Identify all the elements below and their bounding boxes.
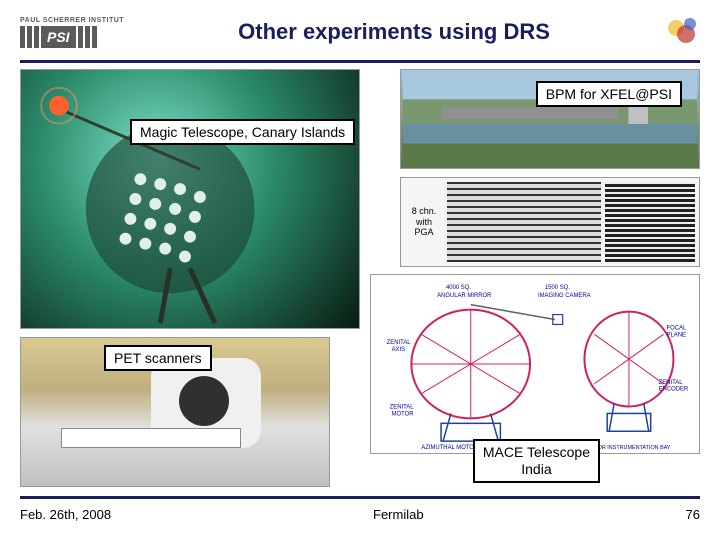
slide-header: PAUL SCHERRER INSTITUT PSI Other experim… [0, 0, 720, 60]
chip-grid-graphic [447, 182, 601, 262]
svg-text:IMAGING CAMERA: IMAGING CAMERA [538, 293, 591, 299]
logo-text: PSI [41, 26, 76, 48]
logo-institute-name: PAUL SCHERRER INSTITUT [20, 17, 124, 24]
chip-label-line2: with [405, 217, 443, 228]
footer-date: Feb. 26th, 2008 [20, 507, 111, 522]
svg-text:ZENITAL: ZENITAL [390, 405, 415, 411]
svg-text:ANGULAR MIRROR: ANGULAR MIRROR [437, 293, 491, 299]
mace-label-line1: MACE Telescope [483, 444, 590, 461]
magic-telescope-image [20, 69, 360, 329]
chip-layout-image: 8 chn. with PGA [400, 177, 700, 267]
chip-right-graphic [605, 182, 695, 262]
slide-footer: Feb. 26th, 2008 Fermilab 76 [0, 496, 720, 540]
svg-text:ZENITAL: ZENITAL [659, 380, 684, 386]
footer-location: Fermilab [373, 507, 424, 522]
svg-text:ZENITAL: ZENITAL [387, 340, 412, 346]
magic-telescope-label: Magic Telescope, Canary Islands [130, 119, 355, 145]
psi-logo: PAUL SCHERRER INSTITUT PSI [20, 17, 124, 48]
svg-text:AZIMUTHAL MOTOR: AZIMUTHAL MOTOR [421, 445, 478, 451]
slide-title: Other experiments using DRS [124, 19, 664, 45]
mace-diagram-image: 4000 SQ. ANGULAR MIRROR 1500 SQ. IMAGING… [370, 274, 700, 454]
footer-page-number: 76 [686, 507, 700, 522]
header-divider [20, 60, 700, 63]
svg-text:PLANE: PLANE [667, 332, 686, 338]
footer-divider [20, 496, 700, 499]
svg-text:ENCODER: ENCODER [659, 387, 689, 393]
svg-text:1500 SQ.: 1500 SQ. [545, 285, 570, 291]
slide-content: 8 chn. with PGA 4000 SQ. ANGULAR MIRROR … [20, 69, 700, 489]
svg-text:AXIS: AXIS [392, 347, 406, 353]
header-icon [664, 14, 700, 50]
mace-label-line2: India [483, 461, 590, 478]
svg-text:FOR INSTRUMENTATION BAY: FOR INSTRUMENTATION BAY [594, 445, 671, 451]
mace-telescope-label: MACE Telescope India [473, 439, 600, 483]
svg-text:FOCAL: FOCAL [667, 325, 687, 331]
logo-graphic: PSI [20, 26, 124, 48]
bpm-label: BPM for XFEL@PSI [536, 81, 682, 107]
chip-label-line1: 8 chn. [405, 206, 443, 217]
pet-scanner-label: PET scanners [104, 345, 212, 371]
svg-text:4000 SQ.: 4000 SQ. [446, 285, 471, 291]
chip-label-line3: PGA [405, 227, 443, 238]
chip-label: 8 chn. with PGA [405, 206, 443, 238]
svg-text:MOTOR: MOTOR [392, 411, 414, 417]
